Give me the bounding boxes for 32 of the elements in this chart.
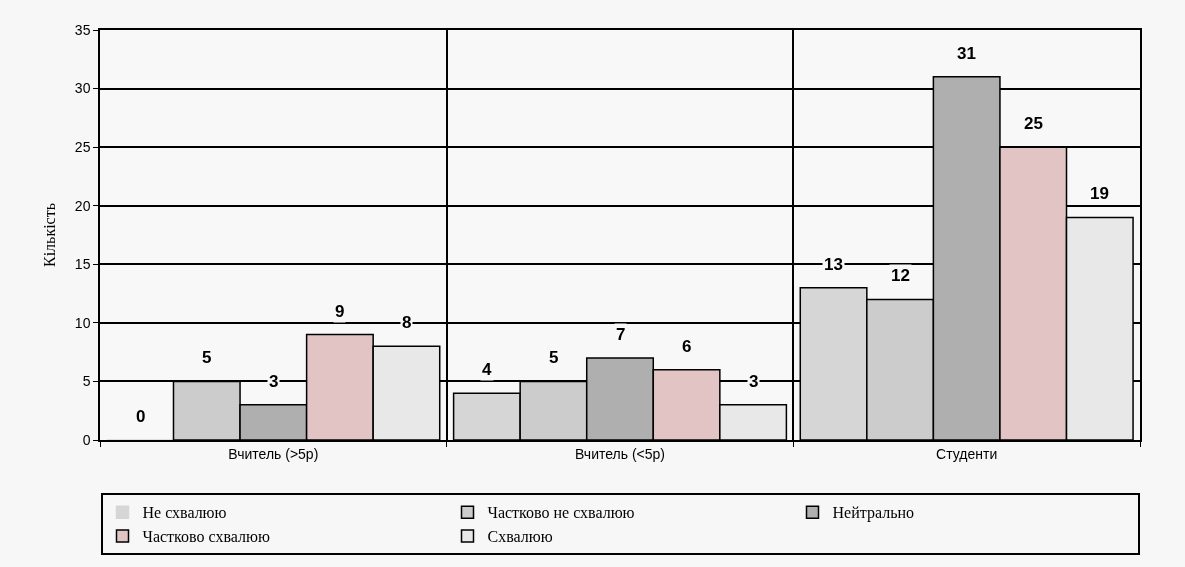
- y-tick-label: 25: [74, 139, 91, 156]
- legend-label: Нейтрально: [832, 504, 914, 523]
- data-label: 4: [482, 360, 492, 379]
- legend-label: Не схвалюю: [142, 504, 227, 522]
- y-tick-label: 35: [74, 21, 91, 38]
- data-label: 3: [749, 372, 759, 391]
- data-label: 6: [682, 337, 692, 356]
- data-label: 7: [616, 325, 626, 344]
- data-label: 13: [824, 255, 843, 274]
- data-label: 0: [136, 407, 146, 426]
- y-tick-label: 5: [82, 373, 91, 390]
- data-label: 5: [202, 348, 212, 367]
- x-tick-label: Вчитель (<5р): [575, 445, 665, 462]
- y-axis-title: Кількість: [41, 202, 59, 268]
- y-tick-label: 30: [74, 80, 91, 97]
- data-label: 25: [1024, 114, 1043, 133]
- legend-label: Частково не схвалюю: [487, 504, 635, 522]
- y-tick-label: 10: [74, 314, 91, 331]
- data-label: 3: [269, 372, 279, 391]
- y-tick-label: 15: [74, 256, 91, 273]
- data-label: 19: [1090, 184, 1109, 203]
- legend-label: Частково схвалюю: [142, 528, 270, 546]
- data-label: 31: [957, 44, 976, 63]
- data-label: 8: [402, 313, 412, 332]
- x-tick-label: Студенти: [936, 445, 998, 462]
- x-tick-label: Вчитель (>5р): [228, 445, 319, 462]
- y-tick-label: 0: [82, 431, 91, 448]
- data-label: 12: [891, 266, 910, 285]
- y-tick-label: 20: [74, 197, 91, 214]
- data-label: 5: [549, 348, 559, 367]
- data-label: 9: [335, 302, 345, 321]
- legend-label: Схвалюю: [487, 528, 553, 546]
